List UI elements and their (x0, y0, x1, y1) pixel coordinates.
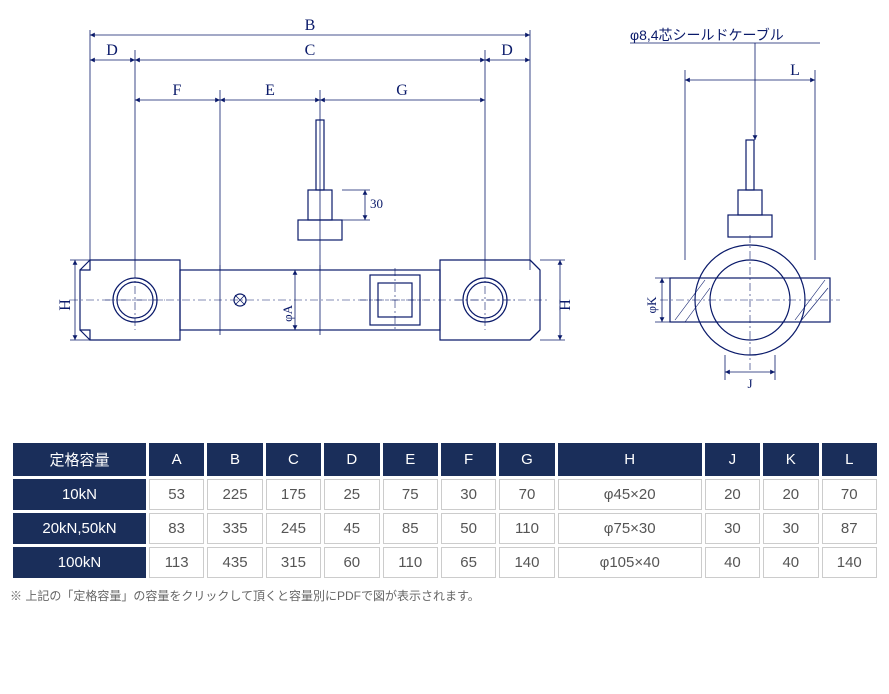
dim-value: 113 (149, 547, 204, 578)
col-header: H (558, 443, 702, 476)
dim-G: G (396, 82, 408, 99)
dim-C: C (305, 42, 316, 59)
dim-value: φ105×40 (558, 547, 702, 578)
dim-D-left: D (106, 42, 118, 59)
dim-value: 30 (705, 513, 760, 544)
dim-value: 175 (266, 479, 321, 510)
dim-value: 245 (266, 513, 321, 544)
dim-value: 20 (705, 479, 760, 510)
dim-phiK: φK (644, 296, 659, 314)
dim-value: 140 (499, 547, 554, 578)
dim-value: 83 (149, 513, 204, 544)
cable-label: φ8,4芯シールドケーブル (630, 27, 784, 43)
dim-E: E (265, 82, 275, 99)
dim-value: 335 (207, 513, 262, 544)
col-header: L (822, 443, 878, 476)
dim-value: 65 (441, 547, 496, 578)
dim-value: 25 (324, 479, 379, 510)
dim-value: 60 (324, 547, 379, 578)
dim-phiA: φA (280, 304, 295, 322)
col-header: F (441, 443, 496, 476)
dim-value: 40 (763, 547, 818, 578)
col-header: C (266, 443, 321, 476)
dim-value: 435 (207, 547, 262, 578)
dim-value: 30 (763, 513, 818, 544)
dim-value: 225 (207, 479, 262, 510)
col-header: J (705, 443, 760, 476)
dim-H-right: H (557, 299, 574, 311)
dim-L: L (790, 62, 800, 79)
dim-value: 110 (499, 513, 554, 544)
dim-J: J (747, 376, 752, 391)
dim-value: φ45×20 (558, 479, 702, 510)
dimensions-table: 定格容量ABCDEFGHJKL 10kN5322517525753070φ45×… (10, 440, 880, 581)
dim-value: 20 (763, 479, 818, 510)
dim-value: 75 (383, 479, 438, 510)
dim-30: 30 (370, 196, 383, 211)
col-header: D (324, 443, 379, 476)
dim-value: 53 (149, 479, 204, 510)
dim-value: φ75×30 (558, 513, 702, 544)
col-header: K (763, 443, 818, 476)
dim-value: 315 (266, 547, 321, 578)
capacity-link[interactable]: 100kN (13, 547, 146, 578)
dim-value: 110 (383, 547, 438, 578)
capacity-link[interactable]: 10kN (13, 479, 146, 510)
dim-value: 40 (705, 547, 760, 578)
col-header: 定格容量 (13, 443, 146, 476)
dim-value: 30 (441, 479, 496, 510)
capacity-link[interactable]: 20kN,50kN (13, 513, 146, 544)
dim-value: 45 (324, 513, 379, 544)
dim-value: 85 (383, 513, 438, 544)
dim-value: 50 (441, 513, 496, 544)
dim-value: 70 (499, 479, 554, 510)
dim-D-right: D (501, 42, 513, 59)
technical-drawing: B D C D F E G 30 (10, 10, 880, 430)
col-header: E (383, 443, 438, 476)
col-header: B (207, 443, 262, 476)
col-header: G (499, 443, 554, 476)
dim-F: F (173, 82, 182, 99)
footnote: ※ 上記の「定格容量」の容量をクリックして頂くと容量別にPDFで図が表示されます… (10, 587, 889, 604)
dim-B: B (305, 17, 316, 34)
dim-value: 87 (822, 513, 878, 544)
dim-value: 70 (822, 479, 878, 510)
dim-H-left: H (57, 299, 74, 311)
dim-value: 140 (822, 547, 878, 578)
col-header: A (149, 443, 204, 476)
